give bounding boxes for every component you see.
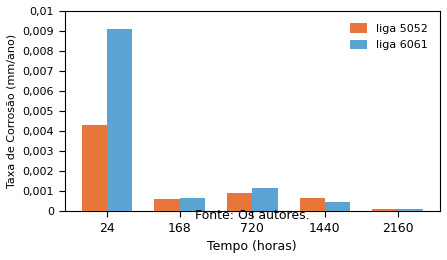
Bar <box>82 125 107 211</box>
Bar <box>180 198 205 211</box>
Legend: liga 5052, liga 6061: liga 5052, liga 6061 <box>344 16 434 57</box>
Bar <box>372 209 397 211</box>
Bar <box>107 29 132 211</box>
Bar <box>325 202 350 211</box>
Bar <box>252 188 278 211</box>
Bar <box>397 209 423 211</box>
X-axis label: Tempo (horas): Tempo (horas) <box>207 240 297 253</box>
Bar <box>154 199 180 211</box>
Y-axis label: Taxa de Corrosão (mm/ano): Taxa de Corrosão (mm/ano) <box>7 34 17 188</box>
Bar <box>299 198 325 211</box>
Bar <box>227 193 252 211</box>
Text: Fonte: Os autores.: Fonte: Os autores. <box>195 209 310 222</box>
